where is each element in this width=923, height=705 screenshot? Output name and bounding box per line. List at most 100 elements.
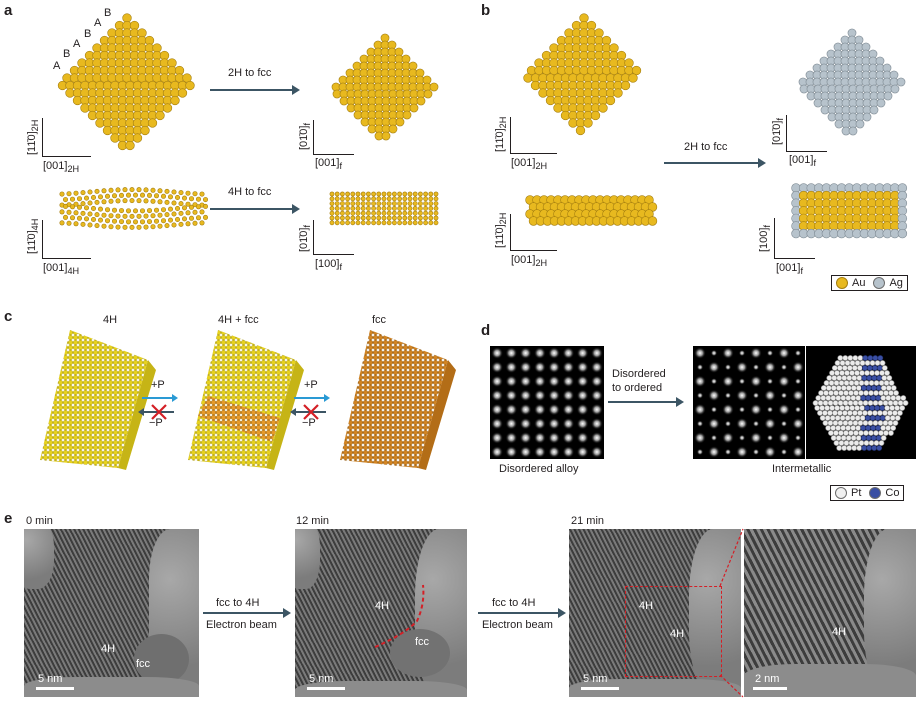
stack-label-a2: A	[73, 38, 81, 50]
axis-a1-horizontal-label: [001]2H	[43, 160, 80, 175]
axis-b4-vertical-label: [100]f	[758, 224, 773, 252]
arrow-2h-to-fcc-b	[664, 158, 766, 168]
arrow-label-electron-beam-1: Electron beam	[206, 619, 277, 631]
arrow-label-fcc-to-4h-2: fcc to 4H	[492, 597, 536, 609]
pressure-arrows-1	[138, 394, 178, 420]
co-swatch	[869, 487, 882, 499]
4h-block	[40, 330, 156, 470]
disordered-stem-image	[490, 346, 604, 459]
axis-b2-horizontal-label: [001]2H	[511, 254, 548, 269]
legend-co: Co	[885, 487, 900, 499]
minus-p-2: −P	[302, 417, 316, 429]
axis-b3-horizontal-label: [001]f	[789, 154, 817, 169]
axis-b2	[510, 214, 557, 251]
au-fcc-nanoparticle	[331, 33, 439, 141]
au-2h-nanoparticle-b	[523, 13, 642, 136]
axis-a1-vertical-label: [11̄0]2H	[26, 119, 41, 155]
arrow-fcc-to-4h-1	[203, 608, 291, 618]
arrow-label-2h-to-fcc-b: 2H to fcc	[684, 141, 728, 153]
intermetallic-nanoparticle-model	[806, 346, 916, 459]
stack-label-b2: B	[84, 28, 92, 40]
stack-label-a1: A	[53, 60, 61, 72]
4h-fcc-block	[188, 330, 304, 470]
legend-au-ag: Au Ag	[831, 275, 908, 291]
scale-bar-21min	[581, 687, 619, 690]
axis-a2-vertical-label: [01̄0]f	[298, 122, 313, 150]
scale-label-21min: 5 nm	[583, 673, 608, 685]
legend-ag: Ag	[889, 277, 903, 289]
stack-label-a3: A	[94, 17, 102, 29]
arrow-label-to-ordered: to ordered	[612, 382, 663, 394]
title-4h: 4H	[103, 314, 118, 326]
scale-bar-zoom	[753, 687, 787, 690]
au-fcc-nanoribbon	[329, 191, 439, 226]
legend-pt-co: Pt Co	[830, 485, 905, 501]
au-4h-nanoribbon	[59, 187, 209, 230]
axis-a4-horizontal-label: [100]f	[315, 258, 343, 273]
tem-image-12min: 4H fcc 5 nm	[295, 529, 467, 697]
axis-a3	[42, 220, 91, 259]
tem-image-0min: 4H fcc 5 nm	[24, 529, 199, 697]
scale-label-0min: 5 nm	[38, 673, 63, 685]
arrow-label-4h-to-fcc: 4H to fcc	[228, 186, 272, 198]
axis-b3	[786, 115, 827, 152]
minus-p-1: −P	[149, 417, 163, 429]
axis-a4	[313, 220, 354, 255]
label-fcc-12min: fcc	[415, 636, 430, 648]
label-fcc-0min: fcc	[136, 658, 151, 670]
panel-label-c: c	[4, 308, 13, 325]
title-fcc: fcc	[372, 314, 387, 326]
axis-a1	[42, 118, 91, 157]
axis-a2-horizontal-label: [001]f	[315, 157, 343, 172]
time-0min: 0 min	[26, 515, 53, 527]
legend-au: Au	[852, 277, 866, 289]
axis-b1-horizontal-label: [001]2H	[511, 157, 548, 172]
fcc-block	[340, 330, 456, 470]
time-21min: 21 min	[571, 515, 605, 527]
panel-label-d: d	[481, 322, 491, 339]
tem-image-21min: 4H 4H 5 nm	[569, 529, 741, 697]
axis-b1-vertical-label: [11̄0]2H	[494, 116, 509, 152]
caption-intermetallic: Intermetallic	[772, 463, 832, 475]
au-ag-core-shell-wire	[791, 183, 908, 239]
label-4h-12min: 4H	[375, 600, 390, 612]
arrow-label-2h-to-fcc-a: 2H to fcc	[228, 67, 272, 79]
pressure-arrows-2	[290, 394, 330, 420]
arrow-4h-to-fcc	[210, 204, 300, 214]
axis-b1	[510, 117, 557, 154]
label-4h-21min-a: 4H	[639, 600, 654, 612]
zoom-region-box	[625, 586, 722, 677]
plus-p-1: +P	[151, 379, 165, 391]
axis-a3-horizontal-label: [001]4H	[43, 262, 80, 277]
axis-b4	[774, 218, 815, 259]
arrow-label-disordered: Disordered	[612, 368, 666, 380]
tem-image-zoomed: 4H 2 nm	[744, 529, 916, 697]
ag-shell-nanoparticle	[798, 28, 906, 136]
axis-a4-vertical-label: [01̄0]f	[298, 224, 313, 252]
axis-b4-horizontal-label: [001]f	[776, 262, 804, 277]
stack-label-b3: B	[104, 7, 112, 19]
axis-b3-vertical-label: [01̄0]f	[771, 117, 786, 145]
au-swatch	[836, 277, 848, 289]
scale-bar-0min	[36, 687, 74, 690]
caption-disordered-alloy: Disordered alloy	[499, 463, 579, 475]
panel-label-b: b	[481, 2, 491, 19]
scale-label-zoom: 2 nm	[755, 673, 780, 685]
title-4h-fcc: 4H + fcc	[218, 314, 259, 326]
scale-label-12min: 5 nm	[309, 673, 334, 685]
zoom-connector-lines	[719, 528, 744, 698]
arrow-label-electron-beam-2: Electron beam	[482, 619, 553, 631]
arrow-2h-to-fcc-a	[210, 85, 300, 95]
time-12min: 12 min	[296, 515, 330, 527]
ordered-stem-image	[693, 346, 805, 459]
plus-p-2: +P	[304, 379, 318, 391]
au-2h-nanowire	[525, 195, 658, 226]
panel-label-a: a	[4, 2, 13, 19]
arrow-disordered-to-ordered	[608, 397, 684, 407]
axis-b2-vertical-label: [11̄0]2H	[494, 212, 509, 248]
axis-a3-vertical-label: [11̄0]4H	[26, 218, 41, 254]
panel-label-e: e	[4, 510, 13, 527]
pt-swatch	[835, 487, 847, 499]
axis-a2	[313, 120, 354, 155]
legend-pt: Pt	[851, 487, 862, 499]
